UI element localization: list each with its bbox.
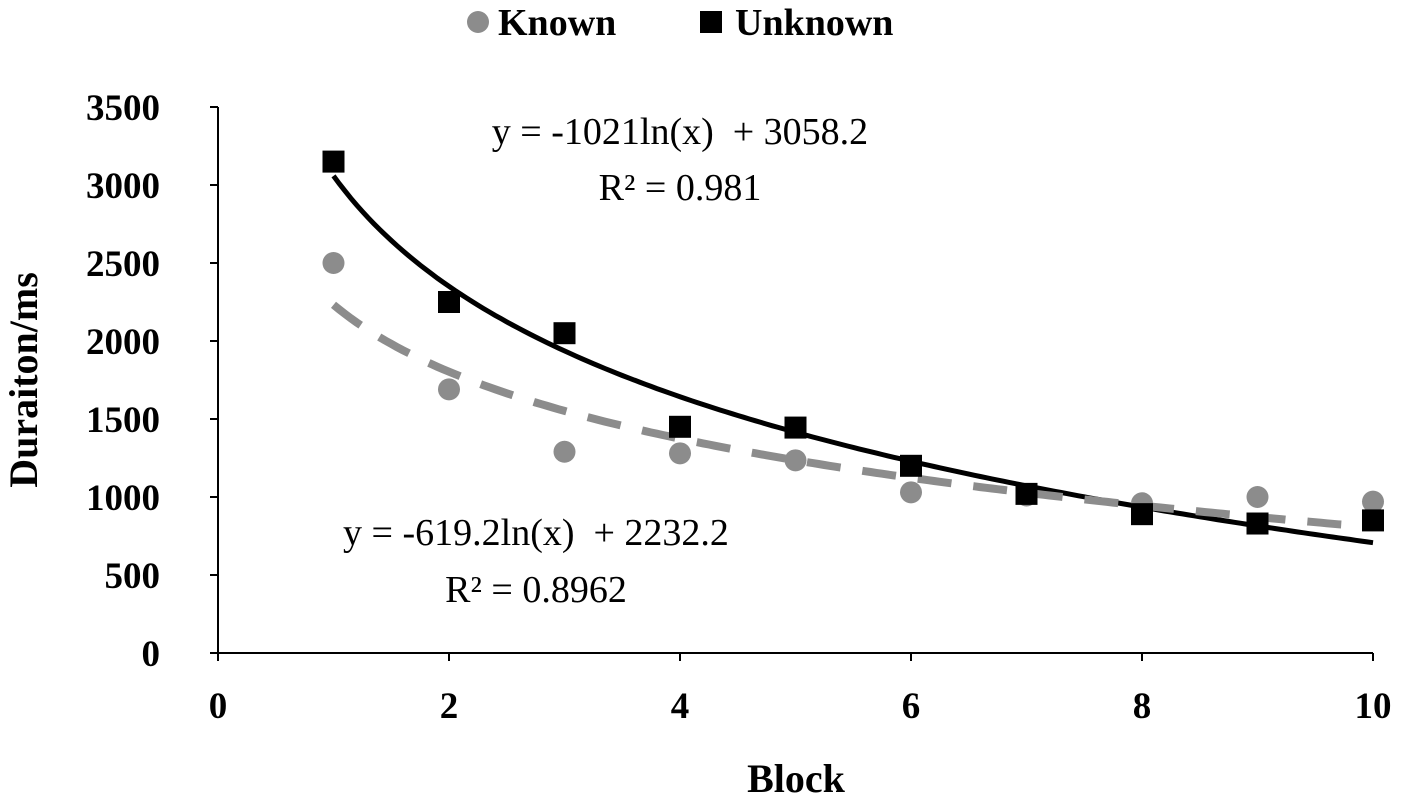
data-point-unknown [1246, 512, 1269, 535]
data-point-known [1362, 490, 1384, 513]
legend-label-unknown: Unknown [735, 2, 893, 44]
axes [217, 107, 1373, 654]
data-point-known [900, 481, 922, 504]
data-point-unknown [784, 416, 807, 439]
data-point-unknown [900, 454, 922, 477]
y-axis-title: Duraiton/ms [1, 272, 46, 488]
data-point-unknown [1131, 503, 1153, 526]
data-point-known [553, 440, 576, 463]
x-tick-label: 0 [209, 686, 228, 727]
data-point-known [438, 378, 460, 401]
known-r2-label: R² = 0.8962 [445, 569, 627, 611]
legend-label-known: Known [498, 2, 616, 44]
x-axis-title: Block [747, 756, 846, 799]
data-point-unknown [669, 415, 691, 438]
x-tick-label: 10 [1355, 686, 1392, 727]
data-point-known [1246, 486, 1269, 508]
y-tick-label: 0 [142, 634, 161, 675]
data-point-unknown [1362, 509, 1384, 532]
y-tick-label: 1500 [86, 400, 160, 441]
trendline-unknown [331, 174, 1374, 546]
data-point-unknown [1015, 482, 1038, 505]
y-tick-label: 500 [105, 556, 161, 597]
data-point-known [669, 442, 691, 465]
known-equation-label: y = -619.2ln(x) + 2232.2 [343, 512, 729, 554]
legend: Known Unknown [467, 2, 893, 44]
y-tick-label: 2000 [86, 322, 160, 363]
data-point-unknown [553, 322, 576, 345]
y-tick-label: 3000 [86, 166, 160, 207]
y-tick-label: 3500 [86, 88, 160, 129]
y-tick-group: 0 500 1000 1500 2000 2500 3000 3500 [86, 88, 218, 675]
x-tick-label: 4 [671, 686, 690, 727]
x-tick-label: 6 [902, 686, 921, 727]
x-tick-label: 8 [1133, 686, 1152, 727]
unknown-equation-label: y = -1021ln(x) + 3058.2 [492, 111, 868, 153]
x-tick-label: 2 [440, 686, 459, 727]
legend-marker-unknown [700, 11, 722, 33]
x-tick-group: 0 2 4 6 8 10 [209, 653, 1392, 727]
trendline-known [330, 301, 1374, 532]
data-point-group [322, 150, 1384, 535]
data-point-known [322, 252, 345, 274]
legend-marker-known [467, 11, 489, 33]
data-point-unknown [322, 150, 345, 173]
data-point-unknown [438, 291, 460, 313]
y-tick-label: 1000 [86, 478, 160, 519]
data-point-known [784, 449, 807, 472]
unknown-r2-label: R² = 0.981 [599, 167, 762, 209]
y-tick-label: 2500 [86, 244, 160, 285]
trendline-group [330, 174, 1374, 546]
